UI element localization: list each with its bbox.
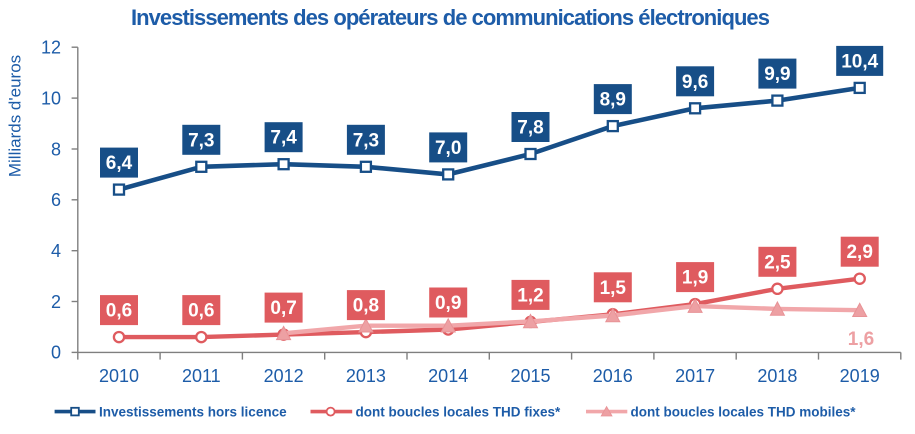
- svg-text:7,3: 7,3: [188, 130, 214, 151]
- svg-text:4: 4: [51, 241, 61, 261]
- svg-text:6,4: 6,4: [106, 153, 133, 174]
- svg-text:2011: 2011: [182, 366, 221, 386]
- svg-text:2018: 2018: [757, 366, 797, 386]
- svg-text:dont boucles locales THD fixes: dont boucles locales THD fixes*: [356, 405, 562, 420]
- svg-text:9,9: 9,9: [764, 64, 790, 85]
- svg-text:0,7: 0,7: [270, 298, 296, 319]
- svg-text:2015: 2015: [510, 366, 550, 386]
- svg-text:2,5: 2,5: [764, 252, 791, 273]
- svg-text:1,9: 1,9: [682, 268, 708, 289]
- svg-text:2,9: 2,9: [846, 242, 872, 263]
- svg-text:2: 2: [51, 292, 61, 312]
- svg-text:7,0: 7,0: [435, 138, 461, 159]
- svg-text:1,2: 1,2: [517, 285, 543, 306]
- svg-text:7,8: 7,8: [517, 118, 543, 139]
- svg-text:7,3: 7,3: [353, 130, 379, 151]
- svg-text:2019: 2019: [840, 366, 880, 386]
- svg-text:10,4: 10,4: [841, 51, 878, 72]
- svg-text:2010: 2010: [99, 366, 139, 386]
- svg-text:Milliards d'euros: Milliards d'euros: [6, 55, 25, 177]
- svg-text:12: 12: [41, 38, 61, 58]
- svg-text:2016: 2016: [593, 366, 633, 386]
- svg-text:2013: 2013: [346, 366, 386, 386]
- svg-text:2012: 2012: [264, 366, 304, 386]
- svg-text:0,9: 0,9: [435, 293, 461, 314]
- svg-text:2017: 2017: [675, 366, 715, 386]
- svg-text:2014: 2014: [428, 366, 468, 386]
- svg-text:10: 10: [41, 88, 61, 108]
- svg-text:8,9: 8,9: [600, 90, 626, 111]
- svg-text:6: 6: [51, 190, 61, 210]
- svg-text:9,6: 9,6: [682, 72, 708, 93]
- svg-text:dont boucles locales THD mobil: dont boucles locales THD mobiles*: [631, 405, 857, 420]
- svg-text:Investissements hors licence: Investissements hors licence: [99, 405, 287, 420]
- svg-text:0,6: 0,6: [188, 301, 214, 322]
- svg-text:1,6: 1,6: [848, 329, 874, 350]
- svg-text:0,6: 0,6: [106, 301, 132, 322]
- svg-text:8: 8: [51, 139, 61, 159]
- svg-text:7,4: 7,4: [270, 128, 297, 149]
- svg-text:0,8: 0,8: [353, 296, 379, 317]
- svg-text:1,5: 1,5: [600, 278, 627, 299]
- svg-text:0: 0: [51, 343, 61, 363]
